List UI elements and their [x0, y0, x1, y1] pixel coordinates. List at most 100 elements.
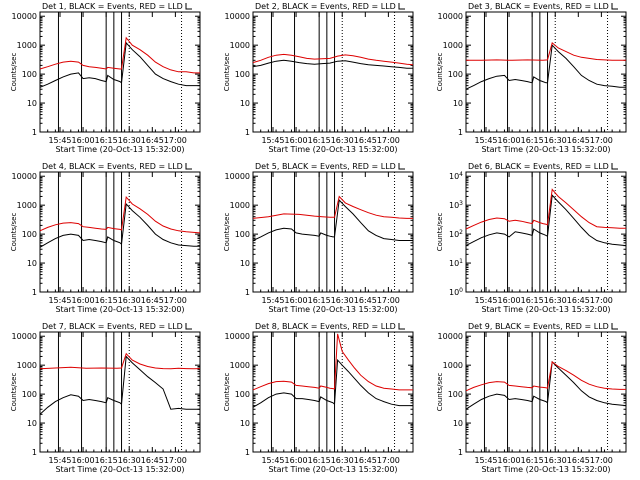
- x-tick-label: 15:45: [48, 136, 71, 145]
- y-axis-label: Counts/sec: [223, 373, 231, 412]
- legend-box-glyph: [185, 163, 192, 170]
- legend-box-glyph: [611, 163, 618, 170]
- y-tick-label: 100: [22, 230, 37, 239]
- y-tick-label: 10: [27, 259, 37, 268]
- y-axis-label: Counts/sec: [436, 373, 444, 412]
- y-tick-label: 100: [22, 390, 37, 399]
- y-tick-label: 1: [245, 288, 250, 297]
- y-tick-label: 100: [22, 70, 37, 79]
- y-tick-label: 10: [27, 419, 37, 428]
- x-tick-label: 16:30: [544, 136, 567, 145]
- x-tick-label: 16:15: [95, 296, 118, 305]
- x-tick-label: 17:00: [377, 136, 400, 145]
- series-line-events: [465, 44, 626, 90]
- panel-title: Det 2, BLACK = Events, RED = LLD: [255, 2, 396, 11]
- x-tick-label: 17:00: [590, 136, 613, 145]
- x-tick-label: 16:30: [331, 296, 354, 305]
- x-tick-label: 16:00: [72, 136, 95, 145]
- y-tick-label: 100: [235, 230, 250, 239]
- panel-title: Det 9, BLACK = Events, RED = LLD: [468, 322, 609, 331]
- x-tick-label: 17:00: [164, 456, 187, 465]
- plot-frame: [252, 331, 414, 453]
- y-tick-label: 100: [449, 287, 463, 297]
- y-tick-label: 10: [453, 419, 463, 428]
- series-line-lld: [466, 42, 626, 61]
- plot-frame: [252, 11, 414, 133]
- x-tick-label: 16:15: [95, 456, 118, 465]
- y-tick-label: 102: [449, 229, 463, 239]
- x-tick-label: 16:45: [141, 456, 164, 465]
- x-tick-label: 16:00: [498, 296, 521, 305]
- x-tick-label: 16:45: [354, 136, 377, 145]
- y-tick-label: 103: [449, 200, 463, 210]
- panel-det-1: Det 1, BLACK = Events, RED = LLD 1 10 100 10…: [10, 2, 201, 154]
- panel-det-9: Det 9, BLACK = Events, RED = LLD 1 10 100 10…: [436, 322, 627, 474]
- x-tick-label: 17:00: [590, 296, 613, 305]
- x-tick-label: 16:45: [567, 296, 590, 305]
- panel-det-4: Det 4, BLACK = Events, RED = LLD 1 10 100 10…: [10, 162, 201, 314]
- y-tick-label: 1000: [443, 41, 463, 50]
- y-tick-label: 1: [458, 448, 463, 457]
- plot-frame: [252, 171, 414, 293]
- panel-det-5: Det 5, BLACK = Events, RED = LLD 1 10 100 10…: [223, 162, 414, 314]
- y-tick-label: 104: [449, 171, 463, 181]
- x-axis-label: Start Time (20-Oct-13 15:32:00): [481, 145, 610, 154]
- y-tick-label: 10000: [225, 332, 250, 341]
- panel-title: Det 7, BLACK = Events, RED = LLD: [42, 322, 183, 331]
- legend-box-glyph: [611, 323, 618, 330]
- y-axis-label: Counts/sec: [436, 53, 444, 92]
- y-tick-label: 10: [240, 99, 250, 108]
- x-tick-label: 16:30: [544, 456, 567, 465]
- x-tick-label: 15:45: [48, 296, 71, 305]
- x-axis-label: Start Time (20-Oct-13 15:32:00): [55, 465, 184, 474]
- series-line-lld: [465, 188, 626, 230]
- y-tick-label: 1: [458, 128, 463, 137]
- panel-det-7: Det 7, BLACK = Events, RED = LLD 1 10 100 10…: [10, 322, 201, 474]
- series-line-lld: [252, 333, 413, 391]
- x-tick-label: 16:30: [331, 136, 354, 145]
- plot-frame: [465, 11, 627, 133]
- y-tick-label: 1000: [17, 201, 37, 210]
- series-line-lld: [39, 195, 201, 234]
- plot-frame: [39, 11, 201, 133]
- x-tick-label: 16:15: [521, 456, 544, 465]
- y-tick-label: 1000: [230, 201, 250, 210]
- y-tick-label: 1000: [230, 41, 250, 50]
- series-line-events: [252, 198, 413, 241]
- y-tick-label: 1: [245, 448, 250, 457]
- y-tick-label: 10: [240, 419, 250, 428]
- x-tick-label: 16:15: [521, 136, 544, 145]
- x-tick-label: 16:45: [354, 296, 377, 305]
- x-tick-label: 16:15: [521, 296, 544, 305]
- panel-det-8: Det 8, BLACK = Events, RED = LLD 1 10 100 10…: [223, 322, 414, 474]
- x-tick-label: 17:00: [377, 296, 400, 305]
- series-line-events: [39, 41, 200, 88]
- legend-box-glyph: [398, 3, 405, 10]
- x-tick-label: 15:45: [48, 456, 71, 465]
- y-tick-label: 10: [453, 99, 463, 108]
- y-tick-label: 100: [448, 390, 463, 399]
- y-tick-label: 1: [32, 288, 37, 297]
- x-tick-label: 16:00: [498, 456, 521, 465]
- x-tick-label: 16:30: [331, 456, 354, 465]
- x-tick-label: 16:45: [354, 456, 377, 465]
- y-axis-label: Counts/sec: [223, 53, 231, 92]
- x-tick-label: 17:00: [164, 296, 187, 305]
- y-axis-label: Counts/sec: [10, 53, 18, 92]
- x-axis-label: Start Time (20-Oct-13 15:32:00): [55, 305, 184, 314]
- plot-frame: [465, 331, 627, 453]
- x-tick-label: 16:30: [118, 136, 141, 145]
- x-tick-label: 17:00: [590, 456, 613, 465]
- y-tick-label: 10: [240, 259, 250, 268]
- y-tick-label: 10000: [12, 12, 37, 21]
- y-tick-label: 10000: [438, 12, 463, 21]
- series-line-lld: [252, 53, 414, 66]
- x-tick-label: 16:45: [141, 296, 164, 305]
- y-tick-label: 10000: [12, 172, 37, 181]
- y-tick-label: 1: [32, 128, 37, 137]
- y-tick-label: 100: [448, 70, 463, 79]
- panel-det-3: Det 3, BLACK = Events, RED = LLD 1 10 100 10…: [436, 2, 627, 154]
- x-tick-label: 16:45: [141, 136, 164, 145]
- x-axis-label: Start Time (20-Oct-13 15:32:00): [268, 145, 397, 154]
